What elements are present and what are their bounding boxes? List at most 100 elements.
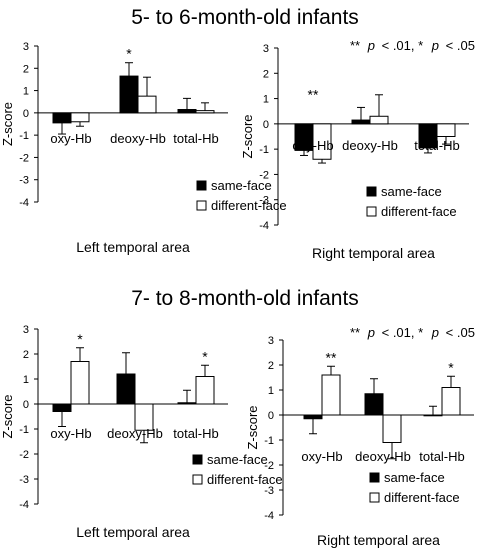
x-axis-label: Right temporal area — [312, 245, 435, 261]
y-tick-label: 3 — [23, 41, 29, 53]
bar-same-face — [116, 373, 136, 405]
y-tick-label: 2 — [263, 68, 269, 80]
significance-note-top: ** p < .01, * p < .05 — [350, 38, 475, 53]
legend-swatch — [369, 472, 380, 483]
y-tick-label: -3 — [264, 485, 274, 497]
sig-threshold-01: < .01, — [382, 325, 419, 340]
y-tick-label: 1 — [268, 385, 274, 397]
category-label: total-Hb — [173, 131, 219, 146]
bar-different-face — [369, 115, 389, 125]
significance-marker: * — [77, 331, 83, 347]
x-axis-label: Left temporal area — [76, 239, 190, 255]
bar-same-face — [52, 112, 72, 124]
y-tick-label: 2 — [23, 349, 29, 361]
y-tick-label: -1 — [259, 144, 269, 156]
y-tick-label: -2 — [259, 169, 269, 181]
bar-different-face — [137, 95, 157, 114]
sig-stars-double: ** — [350, 38, 360, 53]
sig-threshold-05: < .05 — [446, 38, 475, 53]
y-tick-label: -4 — [259, 220, 269, 232]
category-label: total-Hb — [419, 449, 465, 464]
y-tick-label: -1 — [19, 424, 29, 436]
sig-stars-double: ** — [350, 325, 360, 340]
y-tick-label: -4 — [19, 499, 29, 511]
category-label: deoxy-Hb — [107, 426, 163, 441]
y-tick-label: 1 — [263, 94, 269, 106]
legend-label: different-face — [381, 204, 457, 219]
significance-marker: * — [202, 348, 208, 364]
y-tick-label: -4 — [19, 197, 29, 209]
bar-same-face — [177, 402, 197, 405]
bar-same-face — [52, 403, 72, 412]
significance-marker: * — [126, 46, 132, 62]
x-axis-label: Left temporal area — [76, 524, 190, 540]
bar-different-face — [70, 112, 90, 123]
y-axis-label: Z-score — [0, 394, 15, 438]
sig-p-symbol: p — [431, 38, 439, 53]
y-tick-label: -1 — [19, 130, 29, 142]
legend-swatch — [192, 474, 203, 485]
legend-label: different-face — [207, 472, 283, 487]
category-label: total-Hb — [173, 426, 219, 441]
legend-label: same-face — [384, 470, 445, 485]
bar-same-face — [423, 414, 443, 417]
bar-different-face — [70, 361, 90, 405]
y-tick-label: 3 — [23, 324, 29, 336]
chart-panel-3: 3 2 1 0 -1 -2 -3 -4 Z-score oxy-Hb deoxy-Hb total-H… — [0, 324, 283, 540]
legend-label: different-face — [211, 198, 287, 213]
y-tick-label: -3 — [19, 175, 29, 187]
y-tick-label: 2 — [268, 360, 274, 372]
y-tick-label: 3 — [268, 335, 274, 347]
bar-same-face — [364, 393, 384, 416]
legend-swatch — [196, 200, 207, 211]
category-label: oxy-Hb — [292, 138, 333, 153]
chart-panel-4: 3 2 1 0 -1 -2 -3 -4 Z-score oxy-Hb deoxy-Hb total-H… — [245, 335, 474, 548]
y-tick-label: 0 — [23, 108, 29, 120]
sig-star-single: * — [418, 38, 423, 53]
category-label: deoxy-Hb — [110, 131, 166, 146]
significance-marker: ** — [326, 349, 337, 365]
legend-label: same-face — [381, 184, 442, 199]
bar-different-face — [195, 376, 215, 405]
category-label: oxy-Hb — [301, 449, 342, 464]
y-tick-label: -2 — [19, 152, 29, 164]
category-label: oxy-Hb — [50, 131, 91, 146]
significance-note-bottom: ** p < .01, * p < .05 — [350, 325, 475, 340]
legend-swatch — [366, 206, 377, 217]
x-axis-label: Right temporal area — [317, 532, 440, 548]
chart-panel-2: 3 2 1 0 -1 -2 -3 -4 Z-score oxy-Hb deoxy-Hb total-H… — [240, 43, 469, 261]
legend-swatch — [369, 492, 380, 503]
y-tick-label: 0 — [268, 410, 274, 422]
category-label: total-Hb — [414, 138, 460, 153]
sig-star-single: * — [418, 325, 423, 340]
y-axis-label: Z-score — [0, 102, 15, 146]
bar-same-face — [177, 109, 197, 114]
y-tick-label: -3 — [19, 474, 29, 486]
y-axis-label: Z-score — [245, 405, 260, 449]
y-tick-label: -1 — [264, 435, 274, 447]
bar-same-face — [303, 414, 323, 420]
sig-p-symbol: p — [367, 325, 375, 340]
category-label: oxy-Hb — [50, 426, 91, 441]
sig-p-symbol: p — [431, 325, 439, 340]
category-label: deoxy-Hb — [342, 138, 398, 153]
bar-different-face — [382, 414, 402, 443]
significance-marker: * — [448, 359, 454, 375]
bar-same-face — [119, 75, 139, 114]
chart-panel-1: 3 2 1 0 -1 -2 -3 -4 Z-score oxy-Hb deoxy-Hb total-H… — [0, 41, 287, 255]
y-tick-label: 0 — [263, 119, 269, 131]
y-tick-label: 3 — [263, 43, 269, 55]
y-tick-label: 0 — [23, 399, 29, 411]
y-tick-label: 1 — [23, 86, 29, 98]
significance-marker: ** — [308, 87, 319, 103]
category-label: deoxy-Hb — [355, 449, 411, 464]
y-tick-label: -3 — [259, 195, 269, 207]
y-tick-label: -2 — [264, 460, 274, 472]
legend-swatch — [192, 454, 203, 465]
legend-swatch — [196, 180, 207, 191]
bar-different-face — [441, 387, 461, 416]
y-axis-label: Z-score — [240, 114, 255, 158]
sig-threshold-01: < .01, — [382, 38, 419, 53]
legend-label: same-face — [207, 452, 268, 467]
